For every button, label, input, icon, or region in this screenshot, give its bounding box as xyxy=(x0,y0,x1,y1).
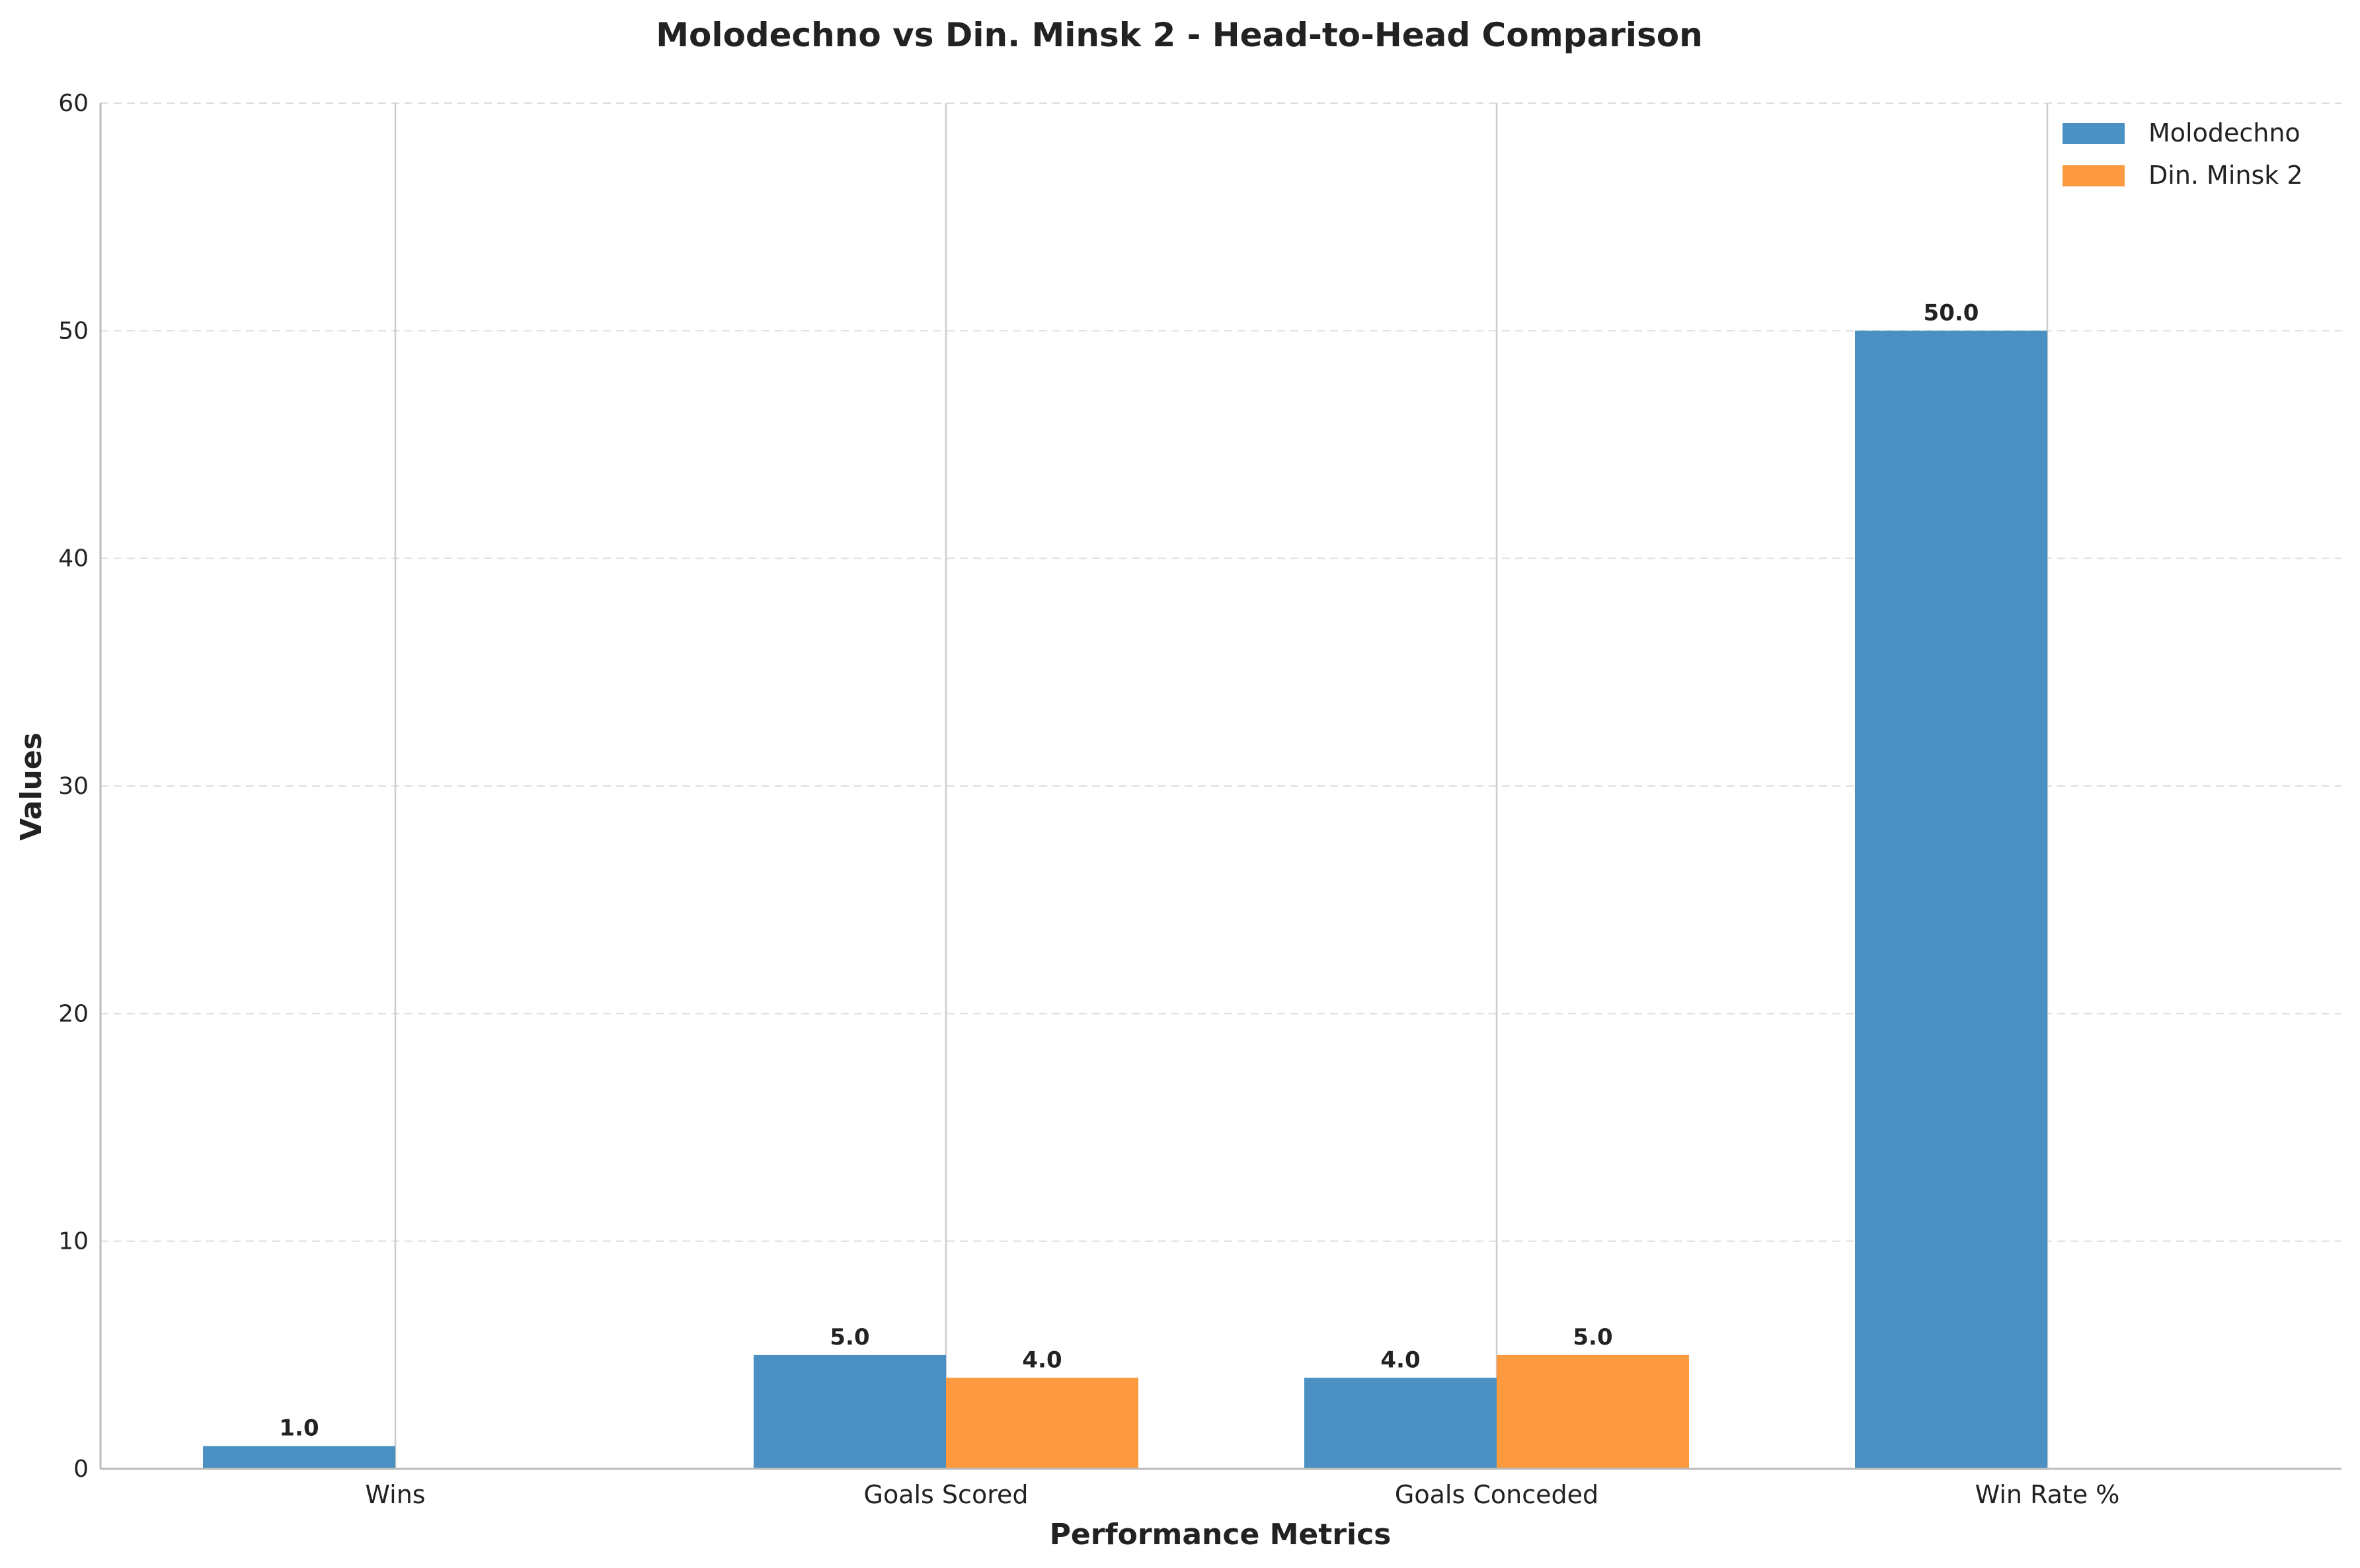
x-tick-label: Wins xyxy=(365,1480,425,1509)
legend-label: Molodechno xyxy=(2148,118,2301,147)
y-tick-label: 60 xyxy=(58,90,89,117)
bars xyxy=(203,331,2047,1469)
legend-label: Din. Minsk 2 xyxy=(2148,161,2303,190)
y-axis-label: Values xyxy=(15,732,48,841)
x-axis-label: Performance Metrics xyxy=(1050,1518,1392,1551)
data-label: 4.0 xyxy=(1380,1347,1420,1373)
x-tick-label: Goals Scored xyxy=(864,1480,1029,1509)
y-tick-label: 10 xyxy=(58,1228,89,1255)
legend-swatch xyxy=(2063,123,2125,144)
data-label: 50.0 xyxy=(1924,299,1979,326)
bar xyxy=(1855,331,2047,1469)
y-tick-label: 40 xyxy=(58,545,89,572)
y-tick-label: 20 xyxy=(58,1000,89,1027)
bar xyxy=(203,1446,395,1469)
axes: 0 10 20 30 40 50 60 Wins Goals Scored Goals Conce… xyxy=(58,90,2341,1509)
y-tick-label: 30 xyxy=(58,773,89,800)
data-label: 5.0 xyxy=(830,1324,869,1351)
bar xyxy=(754,1354,946,1469)
legend: Molodechno Din. Minsk 2 xyxy=(2063,118,2303,190)
bar xyxy=(1497,1354,1689,1469)
y-tick-label: 50 xyxy=(58,317,89,344)
data-label: 5.0 xyxy=(1573,1324,1612,1351)
chart-title: Molodechno vs Din. Minsk 2 - Head-to-Hea… xyxy=(656,16,1702,54)
data-labels: 1.0 5.0 4.0 50.0 4.0 5.0 xyxy=(279,299,1979,1441)
legend-swatch xyxy=(2063,165,2125,186)
data-label: 1.0 xyxy=(279,1415,319,1442)
x-tick-label: Win Rate % xyxy=(1975,1480,2120,1509)
x-tick-label: Goals Conceded xyxy=(1395,1480,1598,1509)
bar xyxy=(946,1378,1138,1469)
data-label: 4.0 xyxy=(1022,1347,1062,1373)
bar xyxy=(1304,1378,1497,1469)
y-tick-label: 0 xyxy=(73,1456,89,1483)
